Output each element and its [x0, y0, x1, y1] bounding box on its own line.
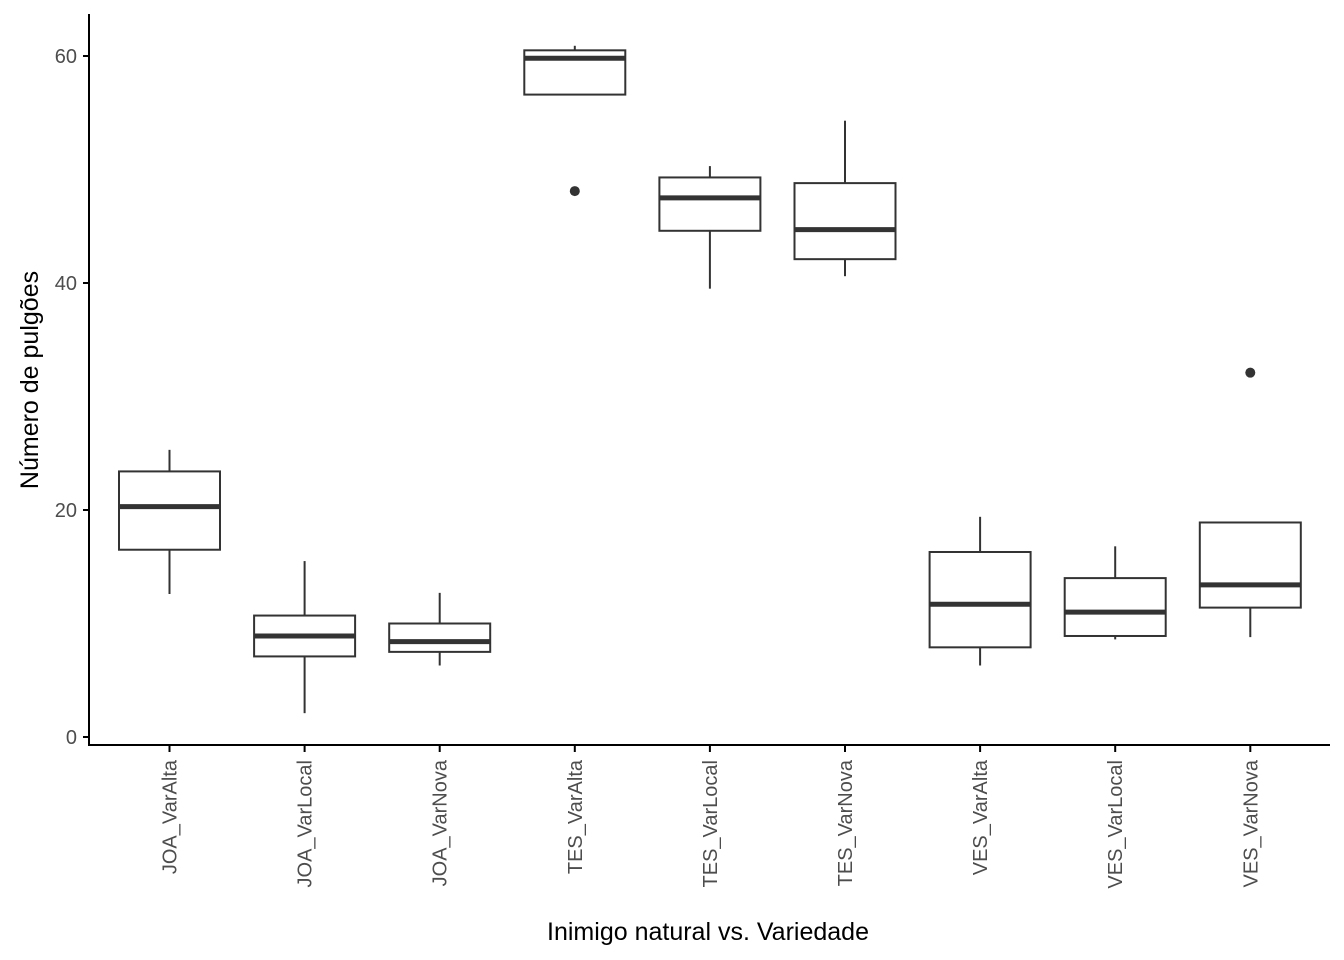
- x-tick-label: VES_VarLocal: [1105, 760, 1127, 889]
- iqr-box: [658, 176, 762, 232]
- box-JOA_VarLocal: [253, 561, 357, 714]
- y-tick-label: 60: [55, 46, 77, 68]
- plot-area: [118, 45, 1302, 714]
- x-tick-label: JOA_VarLocal: [295, 760, 317, 887]
- outlier-point: [1245, 367, 1256, 378]
- y-axis-title: Número de pulgões: [16, 271, 44, 489]
- iqr-box: [793, 182, 897, 261]
- iqr-box: [1198, 521, 1302, 609]
- box-JOA_VarAlta: [118, 449, 221, 594]
- y-tick-label: 40: [55, 273, 77, 295]
- x-axis-title: Inimigo natural vs. Variedade: [547, 918, 869, 946]
- box-VES_VarAlta: [928, 516, 1032, 666]
- y-tick-label: 20: [55, 500, 77, 522]
- iqr-box: [388, 622, 492, 653]
- iqr-box: [1063, 577, 1167, 637]
- x-tick-label: JOA_VarAlta: [160, 759, 182, 874]
- x-tick-label: JOA_VarNova: [430, 759, 452, 886]
- x-tick-label: TES_VarLocal: [700, 760, 722, 887]
- x-tick-label: VES_VarAlta: [970, 759, 992, 875]
- x-tick-label: VES_VarNova: [1240, 759, 1262, 887]
- y-axis-ticks: 0 20 40 60: [55, 46, 89, 749]
- box-VES_VarLocal: [1063, 546, 1167, 640]
- x-tick-label: TES_VarAlta: [565, 759, 587, 874]
- iqr-box: [928, 550, 1032, 649]
- x-tick-label: TES_VarNova: [835, 759, 857, 886]
- iqr-box: [118, 470, 221, 551]
- outlier-point: [569, 186, 580, 197]
- x-axis-ticks: JOA_VarAlta JOA_VarLocal JOA_VarNova TES_Va…: [160, 745, 1262, 889]
- box-JOA_VarNova: [388, 592, 492, 666]
- y-tick-label: 0: [66, 727, 77, 749]
- box-TES_VarAlta: [523, 45, 627, 197]
- box-TES_VarLocal: [658, 166, 762, 289]
- box-TES_VarNova: [793, 120, 897, 277]
- box-VES_VarNova: [1198, 367, 1302, 638]
